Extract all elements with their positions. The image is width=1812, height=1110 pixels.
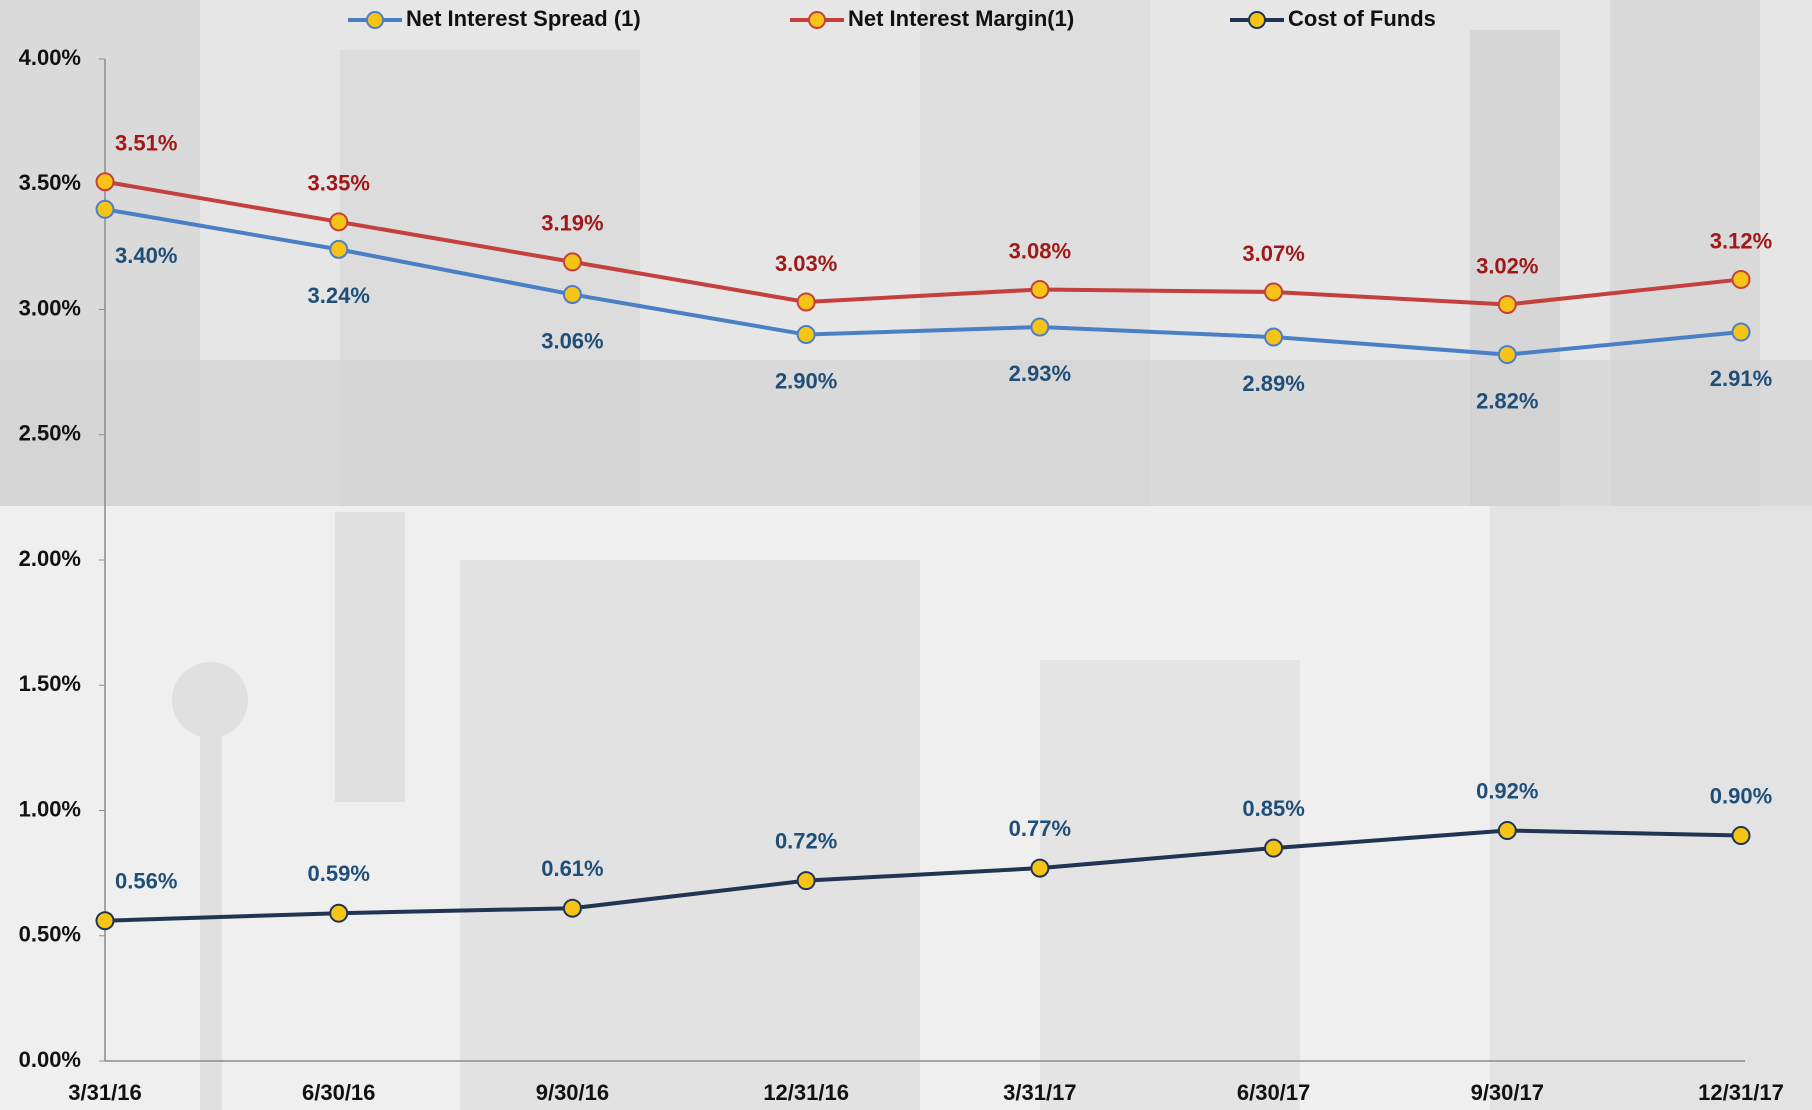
data-label: 0.85% [1242,796,1304,821]
x-tick-label: 3/31/16 [68,1080,141,1105]
marker [796,325,816,345]
y-tick-label: 0.00% [19,1047,81,1072]
data-label: 3.07% [1242,241,1304,266]
marker [562,284,582,304]
x-tick-label: 3/31/17 [1003,1080,1076,1105]
data-label: 0.72% [775,828,837,853]
x-tick-label: 9/30/17 [1471,1080,1544,1105]
marker [796,292,816,312]
marker [1264,282,1284,302]
legend-marker [1248,11,1266,29]
data-label: 0.77% [1009,816,1071,841]
data-label: 3.24% [308,283,370,308]
marker [329,903,349,923]
y-tick-label: 1.00% [19,796,81,821]
marker [1497,345,1517,365]
data-label: 3.51% [115,131,177,156]
y-tick-label: 2.00% [19,546,81,571]
legend-label: Cost of Funds [1288,6,1436,31]
data-label: 3.35% [308,171,370,196]
x-tick-label: 6/30/16 [302,1080,375,1105]
data-label: 3.40% [115,243,177,268]
data-label: 2.93% [1009,361,1071,386]
data-label: 2.91% [1710,366,1772,391]
x-tick-label: 12/31/17 [1698,1080,1784,1105]
x-tick-label: 9/30/16 [536,1080,609,1105]
legend-marker [808,11,826,29]
data-label: 3.02% [1476,253,1538,278]
marker [562,898,582,918]
y-tick-label: 3.00% [19,295,81,320]
data-label: 0.90% [1710,783,1772,808]
marker [329,239,349,259]
marker [1030,858,1050,878]
marker [1497,294,1517,314]
y-tick-label: 3.50% [19,170,81,195]
data-label: 3.03% [775,251,837,276]
data-label: 0.61% [541,856,603,881]
marker [95,172,115,192]
data-label: 3.08% [1009,238,1071,263]
legend-marker [366,11,384,29]
y-tick-label: 0.50% [19,922,81,947]
series-line [104,828,1742,923]
marker [1731,826,1751,846]
legend-label: Net Interest Margin(1) [848,6,1074,31]
series-line [104,207,1742,357]
y-tick-label: 4.00% [19,45,81,70]
x-tick-label: 12/31/16 [763,1080,849,1105]
legend-label: Net Interest Spread (1) [406,6,641,31]
marker [1731,322,1751,342]
marker [1030,279,1050,299]
y-tick-label: 2.50% [19,421,81,446]
marker [1030,317,1050,337]
data-label: 0.59% [308,861,370,886]
marker [1497,821,1517,841]
data-label: 0.92% [1476,778,1538,803]
data-label: 2.82% [1476,388,1538,413]
marker [1264,327,1284,347]
marker [1731,269,1751,289]
marker [1264,838,1284,858]
x-tick-label: 6/30/17 [1237,1080,1310,1105]
marker [796,871,816,891]
marker [95,911,115,931]
marker [562,252,582,272]
data-label: 0.56% [115,869,177,894]
data-label: 3.19% [541,211,603,236]
marker [95,199,115,219]
y-tick-label: 1.50% [19,671,81,696]
data-label: 3.06% [541,328,603,353]
series-line [104,179,1742,307]
marker [329,212,349,232]
data-label: 3.12% [1710,228,1772,253]
data-label: 2.90% [775,368,837,393]
data-label: 2.89% [1242,371,1304,396]
